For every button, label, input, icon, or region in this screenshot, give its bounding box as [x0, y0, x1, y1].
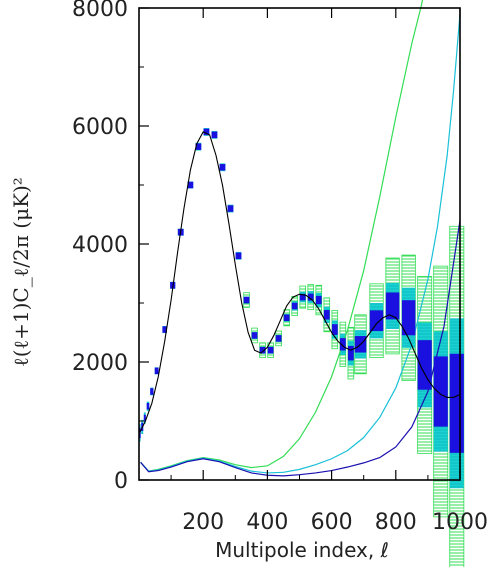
data-point: [315, 295, 322, 305]
data-point: [299, 293, 306, 301]
data-point: [291, 302, 298, 310]
data-point: [267, 346, 274, 354]
data-point: [401, 300, 416, 336]
y-axis-title: ℓ(ℓ+1)C_ℓ/2π (μK)²: [9, 177, 33, 367]
data-point: [143, 414, 146, 422]
data-point: [339, 338, 346, 351]
x-tick-label: 800: [375, 510, 417, 535]
plot-frame: [138, 7, 461, 481]
data-point: [219, 164, 226, 171]
data-point: [385, 292, 400, 320]
data-point: [211, 131, 218, 139]
data-point: [235, 252, 242, 260]
data-point: [259, 346, 266, 354]
y-tick-label: 8000: [72, 0, 128, 22]
data-point: [417, 340, 432, 390]
data-point: [449, 353, 464, 453]
data-point: [187, 181, 194, 189]
data-point: [195, 143, 202, 150]
y-tick-label: 4000: [72, 233, 128, 258]
data-point: [323, 310, 330, 320]
x-tick-label: 400: [246, 510, 288, 535]
model-curve-layer: [139, 131, 461, 434]
data-point: [283, 314, 290, 321]
x-axis-title: Multipole index, ℓ: [215, 538, 389, 562]
data-point: [347, 345, 354, 361]
data-point: [433, 356, 448, 427]
data-point: [150, 388, 154, 395]
data-point: [203, 128, 210, 136]
x-tick-label: 200: [182, 510, 224, 535]
data-point: [227, 205, 234, 212]
y-tick-label: 6000: [72, 115, 128, 140]
data-point: [146, 403, 150, 410]
data-point: [162, 326, 167, 333]
data-point: [369, 310, 384, 332]
data-point: [251, 332, 258, 339]
data-point: [275, 335, 282, 342]
model-curve: [139, 131, 461, 434]
x-tick-label: 600: [311, 510, 353, 535]
axes: [138, 7, 461, 481]
axis-ticks-layer: 200 400 600 800 1000 0 2000 4000 6000 8000: [72, 0, 488, 535]
data-point: [154, 367, 159, 375]
x-tick-label: 1000: [432, 510, 488, 535]
y-tick-label: 2000: [72, 351, 128, 376]
data-point: [331, 324, 338, 335]
noise-curve-cyan: [140, 13, 461, 474]
noise-curves-layer: [140, 0, 461, 477]
data-point: [243, 296, 250, 304]
y-tick-label: 0: [114, 469, 128, 494]
noise-curve-blue: [140, 220, 461, 477]
data-point: [307, 293, 314, 301]
noise-curve-green: [140, 0, 424, 472]
